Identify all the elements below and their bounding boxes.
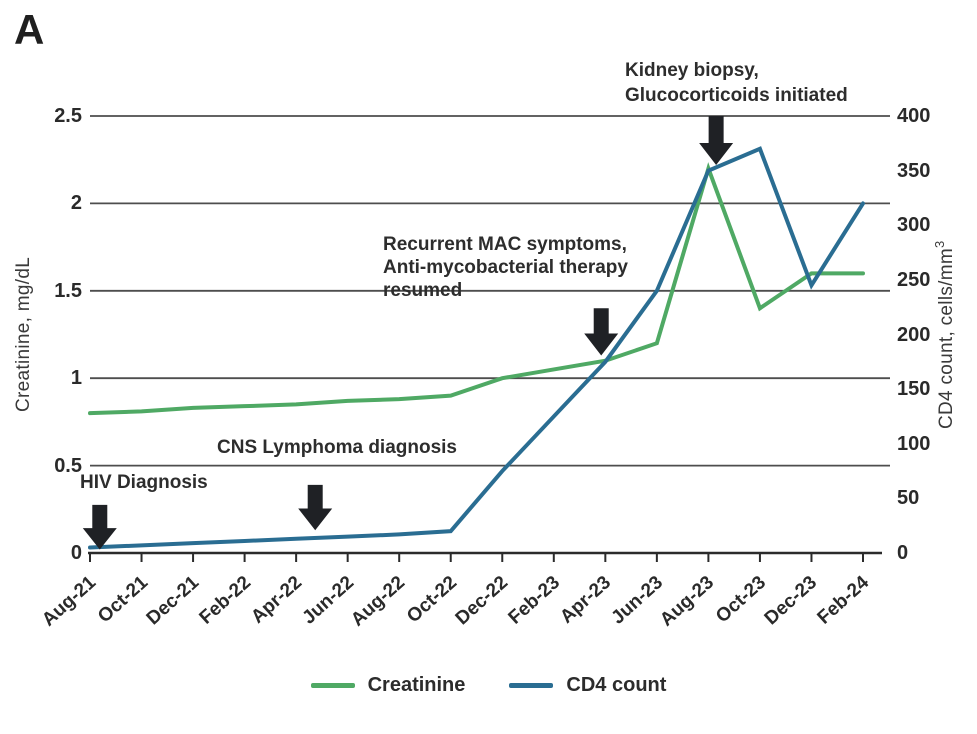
event-arrow-kidney-icon xyxy=(699,116,734,165)
panel-letter: A xyxy=(14,6,45,53)
event-arrow-mac-icon xyxy=(584,308,619,356)
creatinine-line xyxy=(88,162,865,416)
event-arrow-hiv-icon xyxy=(82,504,117,550)
event-arrow-cns-icon xyxy=(298,484,333,531)
cd4-count-line xyxy=(88,146,865,550)
